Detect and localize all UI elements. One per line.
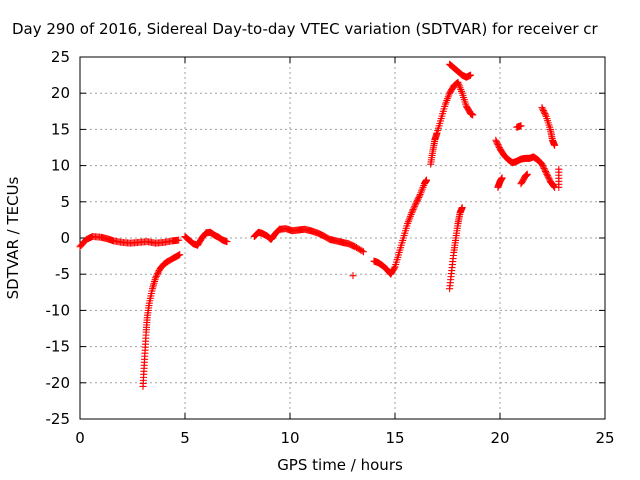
y-tick-labels: -25 -20 -15 -10 -5 0 5 10 15 20 25	[46, 48, 71, 428]
data-point	[538, 160, 546, 168]
x-tick-label: 25	[595, 429, 614, 447]
y-axis-label: SDTVAR / TECUs	[4, 176, 22, 299]
data-point	[551, 141, 559, 149]
data-segment	[370, 176, 430, 278]
data-point	[542, 111, 549, 119]
data-point	[469, 111, 477, 119]
data-point	[539, 162, 547, 170]
data-point	[539, 105, 547, 113]
data-point	[409, 206, 417, 214]
data-point	[542, 167, 549, 175]
data-point	[411, 202, 419, 210]
data-segment	[446, 60, 475, 81]
data-point	[544, 172, 552, 180]
data-point	[154, 269, 162, 277]
data-point	[152, 274, 160, 282]
y-tick-label: -15	[46, 338, 71, 356]
data-point	[413, 198, 421, 206]
data-segment	[181, 228, 231, 249]
data-point	[541, 109, 549, 117]
data-point	[540, 108, 548, 116]
data-point	[458, 204, 466, 212]
data-point	[517, 122, 525, 130]
data-point	[544, 173, 552, 181]
data-segment	[427, 78, 477, 168]
data-point	[555, 165, 563, 173]
x-tick-label: 0	[75, 429, 85, 447]
data-point	[223, 238, 231, 246]
data-point	[493, 139, 501, 147]
data-point	[523, 170, 531, 178]
data-point	[541, 166, 549, 174]
data-point	[411, 201, 419, 209]
data-segment	[76, 233, 183, 251]
data-point	[152, 272, 160, 280]
data-point	[539, 163, 547, 171]
data-point	[493, 138, 500, 146]
data-segment	[492, 136, 559, 191]
data-point	[539, 107, 547, 115]
data-point	[543, 170, 551, 178]
y-tick-label: 0	[60, 229, 70, 247]
data-point	[360, 248, 367, 256]
data-segment	[250, 225, 367, 256]
x-tick-label: 15	[385, 429, 404, 447]
x-axis-label: GPS time / hours	[277, 456, 403, 474]
y-tick-label: 20	[51, 84, 70, 102]
chart-title: Day 290 of 2016, Sidereal Day-to-day VTE…	[12, 20, 599, 38]
data-point	[542, 169, 550, 177]
y-tick-label: -5	[55, 265, 70, 283]
data-point	[358, 247, 366, 255]
y-tick-label: 25	[51, 48, 70, 66]
data-point	[492, 136, 500, 144]
data-segment	[555, 165, 563, 191]
data-point	[390, 264, 398, 272]
data-point	[538, 104, 546, 112]
x-tick-label: 10	[280, 429, 299, 447]
data-point	[495, 142, 503, 150]
y-tick-label: -25	[46, 410, 71, 428]
grid-lines	[80, 57, 605, 419]
data-segment	[494, 174, 506, 191]
y-tick-label: -20	[46, 374, 71, 392]
x-tick-labels: 0 5 10 15 20 25	[75, 429, 614, 447]
data-point	[175, 236, 183, 244]
data-point	[410, 204, 418, 212]
y-tick-label: 10	[51, 157, 70, 175]
data-segment	[349, 272, 357, 280]
axis-ticks	[79, 56, 606, 420]
y-tick-label: 5	[60, 193, 70, 211]
data-point	[349, 272, 357, 280]
data-segment	[139, 251, 184, 390]
x-tick-label: 5	[180, 429, 190, 447]
data-point	[423, 176, 430, 184]
data-segment	[446, 204, 466, 293]
y-tick-label: 15	[51, 120, 70, 138]
data-point	[176, 251, 184, 259]
data-point	[494, 141, 502, 149]
data-point	[540, 164, 548, 172]
data-segment	[513, 122, 525, 131]
data-segment	[517, 170, 531, 188]
data-point	[413, 196, 421, 204]
y-tick-label: -10	[46, 301, 71, 319]
data-point	[415, 193, 423, 201]
x-tick-label: 20	[490, 429, 509, 447]
data-point	[412, 199, 420, 207]
data-points	[76, 60, 563, 390]
data-point	[498, 174, 506, 182]
data-point	[154, 268, 162, 276]
data-point	[153, 271, 161, 279]
data-segment	[538, 104, 559, 149]
data-point	[409, 207, 416, 215]
data-point	[467, 71, 475, 79]
data-point	[408, 209, 416, 217]
data-point	[550, 182, 558, 190]
data-point	[416, 192, 423, 200]
data-point	[414, 195, 422, 203]
data-point	[545, 175, 553, 183]
